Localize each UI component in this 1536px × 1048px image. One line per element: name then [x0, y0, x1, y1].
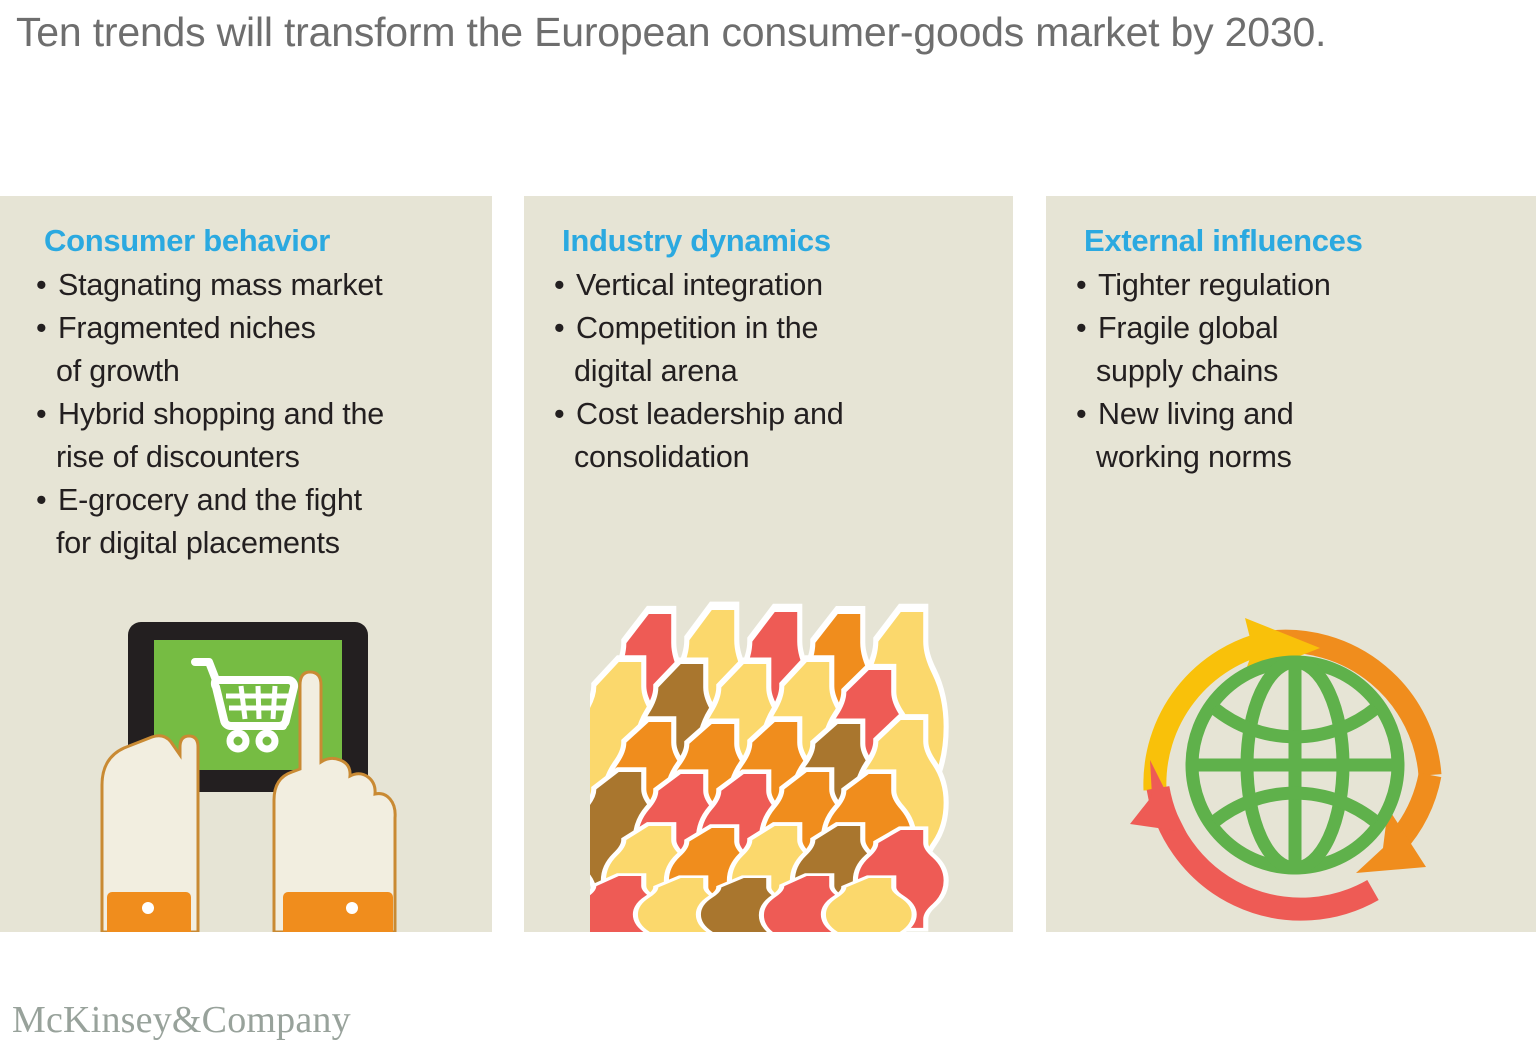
bullet-line-cont: for digital placements [56, 526, 340, 560]
list-item: Cost leadership and consolidation [552, 393, 982, 479]
bullet-line: Vertical integration [576, 268, 823, 302]
panel-heading-0: Consumer behavior [44, 223, 331, 258]
list-item: Stagnating mass market [34, 264, 474, 307]
list-item: Vertical integration [552, 264, 982, 307]
bullet-line-cont: rise of discounters [56, 440, 300, 474]
bullet-line: Stagnating mass market [58, 268, 383, 302]
panel-external-influences: External influences Tighter regulation F… [1046, 196, 1536, 932]
list-item: E-grocery and the fight for digital plac… [34, 479, 474, 565]
bullet-line: Hybrid shopping and the [58, 397, 385, 431]
mckinsey-logo: McKinsey&Company [12, 999, 351, 1041]
panel-heading-2: External influences [1084, 223, 1363, 258]
list-item: New living and working norms [1074, 393, 1504, 479]
bullet-line: Competition in the [576, 311, 819, 345]
page-title: Ten trends will transform the European c… [16, 9, 1327, 55]
bullet-list-1: Vertical integration Competition in the … [552, 264, 982, 479]
list-item: Tighter regulation [1074, 264, 1504, 307]
bullet-line-cont: consolidation [574, 440, 750, 474]
panel-consumer-behavior: Consumer behavior Stagnating mass market… [0, 196, 492, 932]
bullet-line-cont: of growth [56, 354, 180, 388]
tablet-shopping-illustration [90, 600, 420, 932]
list-item: Hybrid shopping and the rise of discount… [34, 393, 474, 479]
bullet-line: Fragmented niches [58, 311, 316, 345]
bullet-line: New living and [1098, 397, 1294, 431]
panel-industry-dynamics: Industry dynamics Vertical integration C… [524, 196, 1013, 932]
list-item: Competition in the digital arena [552, 307, 982, 393]
list-item: Fragmented niches of growth [34, 307, 474, 393]
list-item: Fragile global supply chains [1074, 307, 1504, 393]
bullet-line: Cost leadership and [576, 397, 844, 431]
bullet-line-cont: digital arena [574, 354, 738, 388]
bullet-list-2: Tighter regulation Fragile global supply… [1074, 264, 1504, 479]
globe-illustration [1130, 600, 1470, 932]
bullet-line: Fragile global [1098, 311, 1279, 345]
bullet-line-cont: supply chains [1096, 354, 1279, 388]
bullet-line: Tighter regulation [1098, 268, 1331, 302]
bottle-pattern-illustration [590, 600, 950, 932]
bullet-list-0: Stagnating mass market Fragmented niches… [34, 264, 474, 565]
bullet-line: E-grocery and the fight [58, 483, 362, 517]
bullet-line-cont: working norms [1096, 440, 1292, 474]
panel-heading-1: Industry dynamics [562, 223, 831, 258]
